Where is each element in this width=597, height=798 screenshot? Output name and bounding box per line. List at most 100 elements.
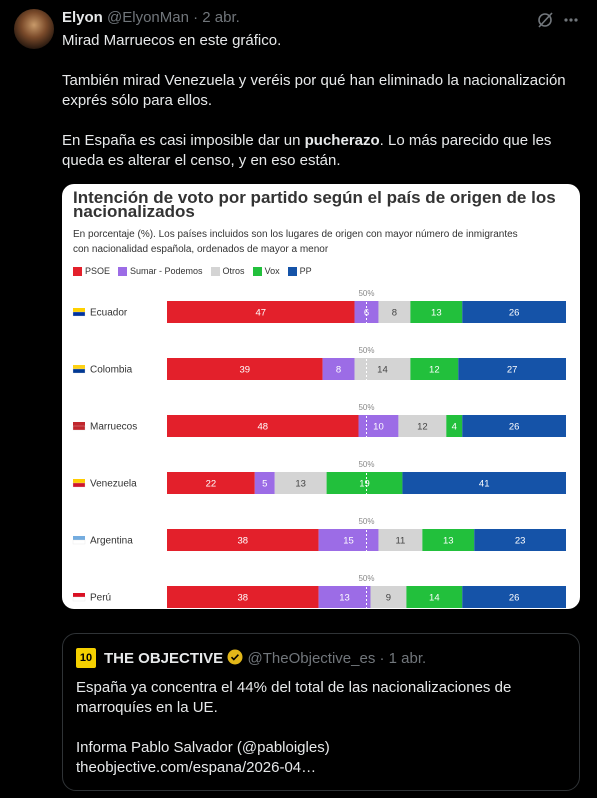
flag	[72, 596, 86, 602]
value-label: 5	[262, 479, 267, 490]
value-label: 41	[479, 479, 490, 490]
value-label: 13	[339, 593, 350, 604]
value-label: 38	[238, 593, 249, 604]
quote-date: 1 abr.	[388, 650, 427, 667]
value-label: 10	[373, 422, 384, 433]
bar-segment	[318, 586, 371, 608]
value-label: 26	[509, 422, 520, 433]
chart-subtitle: En porcentaje (%). Los países incluidos …	[73, 229, 518, 255]
bar-segment	[354, 358, 411, 380]
flag	[73, 308, 85, 312]
author-name[interactable]: Elyon	[62, 9, 103, 26]
tweet-text: Mirad Marruecos en este gráfico. También …	[62, 31, 584, 191]
midline-label: 50%	[358, 289, 374, 298]
value-label: 26	[509, 308, 520, 319]
legend-item: Otros	[210, 266, 245, 276]
legend-item: PP	[287, 266, 312, 276]
paragraph: Mirad Marruecos en este gráfico.	[62, 31, 584, 51]
value-label: 39	[240, 365, 251, 376]
value-label: 38	[238, 536, 249, 547]
value-label: 13	[431, 308, 442, 319]
value-label: 48	[257, 422, 268, 433]
value-label: 9	[386, 593, 391, 604]
bar-segment	[474, 529, 566, 551]
separator: ·	[379, 650, 385, 667]
flag	[72, 482, 86, 488]
flag	[72, 425, 86, 431]
value-label: 22	[206, 479, 217, 490]
quote-tweet[interactable]: 10 THE OBJECTIVE @TheObjective_es · 1 ab…	[62, 633, 580, 791]
legend-label: Otros	[222, 266, 245, 276]
text-line: España ya concentra el 44% del total de …	[76, 679, 512, 716]
paragraph: Informa Pablo Salvador (@pabloigles) theo…	[76, 738, 566, 778]
avatar[interactable]	[14, 9, 54, 49]
bar-segment	[378, 301, 411, 323]
bar-segment	[406, 586, 463, 608]
legend-swatch	[287, 266, 297, 276]
value-label: 12	[417, 422, 428, 433]
value-label: 6	[364, 308, 369, 319]
tweet-header: Elyon @ElyonMan · 2 abr.	[62, 9, 240, 26]
flag	[73, 479, 85, 483]
value-label: 15	[343, 536, 354, 547]
legend-swatch	[118, 266, 128, 276]
flag	[73, 365, 85, 369]
text-segment: Mirad Marruecos en este gráfico.	[62, 32, 282, 49]
value-label: 4	[452, 422, 457, 433]
tweet-date[interactable]: 2 abr.	[202, 9, 240, 26]
legend: PSOE Sumar - Podemos Otros Vox PP	[73, 266, 312, 276]
value-label: 14	[377, 365, 388, 376]
bar-segment	[326, 472, 403, 494]
legend-item: Sumar - Podemos	[118, 266, 203, 276]
legend-item: PSOE	[73, 266, 110, 276]
bar-segment	[254, 472, 275, 494]
grok-icon[interactable]	[538, 12, 553, 28]
value-label: 19	[359, 479, 370, 490]
bar-segment	[167, 301, 355, 323]
bar-segment	[462, 586, 566, 608]
bar-segment	[458, 358, 566, 380]
value-label: 47	[255, 308, 266, 319]
bar-segment	[167, 472, 255, 494]
category-label: Venezuela	[90, 479, 137, 490]
more-icon[interactable]	[564, 18, 578, 22]
bar-segment	[378, 529, 423, 551]
value-label: 12	[429, 365, 440, 376]
author-handle[interactable]: @ElyonMan	[107, 9, 189, 26]
flag	[72, 368, 86, 374]
value-label: 23	[515, 536, 526, 547]
bar-segment	[402, 472, 566, 494]
legend-label: Vox	[264, 266, 280, 276]
flag	[72, 311, 86, 317]
flag	[72, 539, 86, 545]
value-label: 8	[336, 365, 341, 376]
quote-header: THE OBJECTIVE @TheObjective_es · 1 abr.	[104, 649, 426, 667]
chart-card[interactable]: Intención de voto por partido según el p…	[62, 184, 580, 609]
text-segment: . Lo más parecido que les queda es alter…	[62, 132, 552, 169]
bar-segment	[422, 529, 475, 551]
quote-handle: @TheObjective_es	[247, 650, 376, 667]
text-line: theobjective.com/espana/2026-04…	[76, 759, 317, 776]
quote-logo: 10	[76, 648, 96, 668]
legend-swatch	[252, 266, 262, 276]
bar-segment	[462, 415, 566, 437]
paragraph: En España es casi imposible dar un puche…	[62, 131, 584, 171]
quote-text: España ya concentra el 44% del total de …	[76, 678, 566, 798]
midline-label: 50%	[358, 403, 374, 412]
text-segment: En España es casi imposible dar un	[62, 132, 305, 149]
category-label: Argentina	[90, 536, 133, 547]
value-label: 26	[509, 593, 520, 604]
bar-segment	[410, 358, 459, 380]
flag	[73, 593, 85, 597]
quote-name: THE OBJECTIVE	[104, 650, 224, 667]
legend-swatch	[210, 266, 220, 276]
verified-badge	[227, 649, 243, 665]
bar-segment	[322, 358, 355, 380]
category-label: Marruecos	[90, 422, 137, 433]
value-label: 27	[507, 365, 518, 376]
value-label: 8	[392, 308, 397, 319]
bar-segment	[318, 529, 379, 551]
paragraph: España ya concentra el 44% del total de …	[76, 678, 566, 718]
bar-segment	[462, 301, 566, 323]
paragraph: También mirad Venezuela y veréis por qué…	[62, 71, 584, 111]
